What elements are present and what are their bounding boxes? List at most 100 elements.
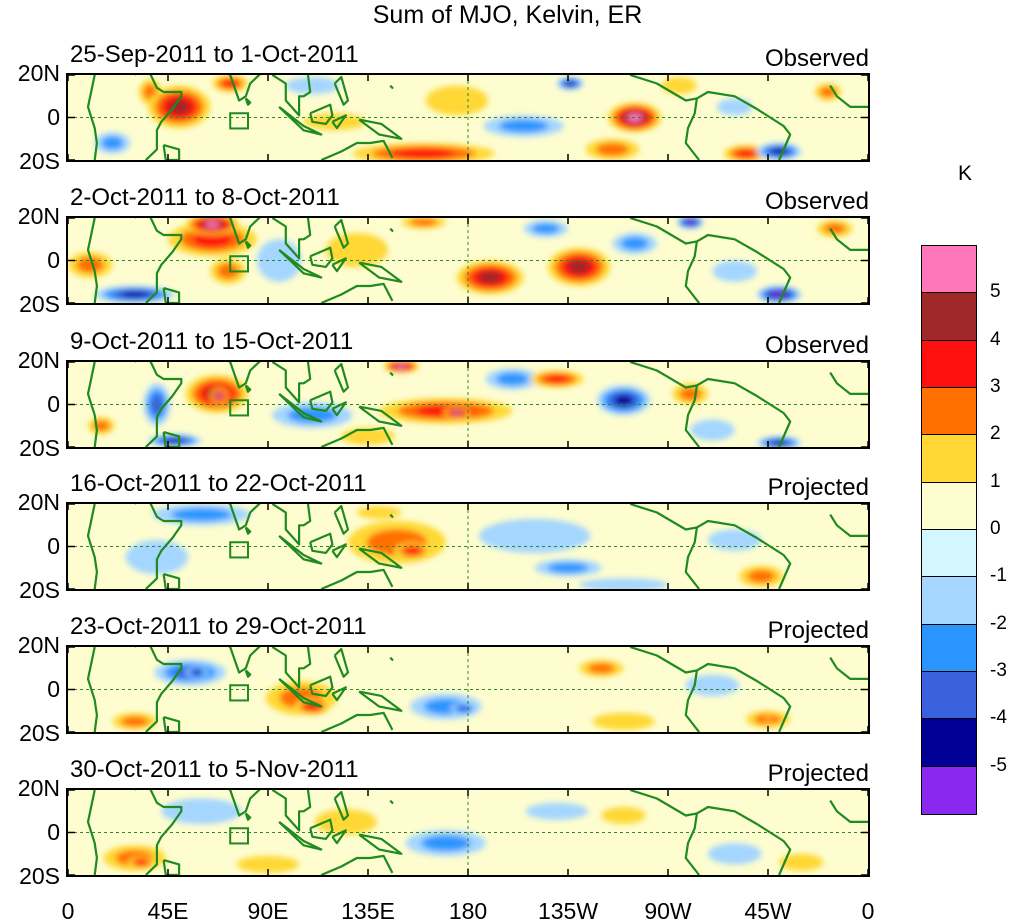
anomaly-contour	[568, 260, 590, 274]
anomaly-contour	[496, 372, 529, 386]
x-tick: 90E	[247, 898, 289, 924]
coastline	[278, 535, 323, 565]
y-tick-20n: 20N	[17, 632, 60, 658]
y-tick-20n: 20N	[17, 489, 60, 515]
y-tick-20n: 20N	[17, 60, 60, 86]
coastline	[358, 833, 403, 855]
coastline	[86, 218, 98, 303]
anomaly-contour	[779, 853, 824, 871]
y-tick-20n: 20N	[17, 775, 60, 801]
anomaly-contour	[547, 562, 589, 573]
x-tick: 45W	[744, 898, 792, 924]
colorbar-label: 3	[990, 376, 1001, 397]
map-canvas	[68, 504, 868, 589]
anomaly-field	[68, 218, 853, 303]
anomaly-contour	[716, 98, 753, 116]
coastline	[162, 287, 181, 303]
y-tick-20s: 20S	[19, 291, 60, 317]
anomaly-field	[112, 659, 791, 730]
anomaly-contour	[222, 79, 239, 88]
index-region-box	[229, 684, 250, 702]
panel-status: Projected	[767, 474, 869, 501]
colorbar-swatch	[922, 577, 976, 625]
coastline	[629, 362, 700, 447]
panel-period: 9-Oct-2011 to 15-Oct-2011	[70, 328, 354, 355]
x-tick: 135E	[341, 898, 395, 924]
coastline	[829, 228, 868, 251]
anomaly-contour	[735, 149, 756, 158]
anomaly-contour	[457, 705, 470, 712]
index-region-box	[229, 112, 250, 130]
coastline	[134, 218, 183, 303]
anomaly-contour	[421, 835, 471, 851]
x-tick: 45E	[147, 898, 189, 924]
coastline	[331, 401, 347, 417]
anomaly-contour	[193, 670, 201, 675]
coastline	[134, 362, 183, 447]
anomaly-contour	[171, 508, 232, 522]
coastline	[358, 690, 403, 712]
coastline	[389, 84, 394, 89]
panel-status: Projected	[767, 617, 869, 644]
anomaly-contour	[396, 364, 407, 369]
colorbar-label: -2	[990, 612, 1007, 634]
anomaly-contour	[661, 77, 697, 95]
coastline	[162, 716, 181, 732]
coastline	[331, 114, 347, 130]
coastline	[162, 859, 181, 875]
anomaly-contour	[614, 395, 633, 406]
colorbar-unit: K	[958, 162, 973, 185]
coastlines	[86, 75, 868, 160]
coastline	[271, 75, 312, 117]
x-tick: 0	[61, 898, 75, 924]
coastline	[278, 678, 323, 708]
map-plot	[66, 73, 870, 162]
anomaly-contour	[314, 809, 377, 835]
map-plot	[66, 216, 870, 305]
coastlines	[86, 790, 868, 875]
map-panel-5: 23-Oct-2011 to 29-Oct-2011 Projected 20N…	[0, 613, 900, 753]
colorbar-swatch	[922, 482, 976, 530]
colorbar-label: 5	[990, 281, 1001, 303]
map-panel-2: 2-Oct-2011 to 8-Oct-2011 Observed 20N 0 …	[0, 184, 900, 324]
coastline	[696, 519, 792, 589]
coastline	[271, 790, 312, 832]
coastline	[358, 261, 403, 283]
coastline	[333, 218, 350, 249]
coastline	[333, 504, 350, 535]
coastline	[829, 85, 868, 108]
coastline	[244, 812, 252, 821]
map-canvas	[68, 218, 868, 303]
colorbar-label: -5	[990, 754, 1007, 776]
anomaly-field	[103, 798, 824, 873]
colorbar	[921, 245, 977, 815]
coastline	[271, 362, 312, 404]
y-tick-20s: 20S	[19, 148, 60, 174]
coastline	[320, 568, 394, 589]
anomaly-contour	[217, 263, 239, 279]
coastline	[309, 675, 334, 698]
anomaly-contour	[579, 578, 668, 589]
map-plot	[66, 502, 870, 591]
coastlines	[86, 362, 868, 447]
anomaly-contour	[587, 663, 615, 674]
coastline	[331, 686, 347, 702]
coastlines	[86, 647, 868, 732]
y-tick-equator: 0	[47, 676, 60, 702]
anomaly-contour	[285, 77, 340, 95]
y-tick-20s: 20S	[19, 577, 60, 603]
anomaly-contour	[708, 843, 762, 865]
coastline	[333, 790, 350, 821]
anomaly-contour	[76, 257, 104, 273]
coastline	[696, 805, 792, 875]
x-tick: 90W	[644, 898, 692, 924]
anomaly-contour	[596, 142, 629, 156]
coastline	[389, 656, 394, 661]
colorbar-label: -1	[990, 565, 1007, 587]
anomaly-contour	[425, 85, 488, 116]
index-region-box	[229, 255, 250, 273]
anomaly-contour	[545, 375, 569, 383]
coastline	[228, 790, 261, 817]
map-panel-3: 9-Oct-2011 to 15-Oct-2011 Observed 20N 0…	[0, 328, 900, 468]
anomaly-contour	[690, 419, 735, 441]
